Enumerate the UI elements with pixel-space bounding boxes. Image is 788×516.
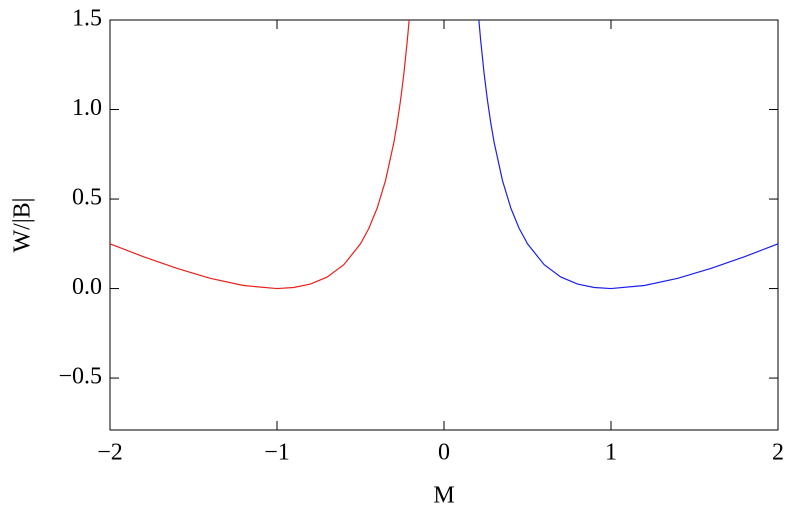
curve: [478, 20, 778, 290]
y-tick-label: 0.5: [72, 185, 102, 211]
y-tick-label: 1.0: [72, 95, 102, 121]
y-tick-label: 0.0: [72, 274, 102, 300]
y-axis-label: W/|B|: [10, 198, 36, 253]
curve: [110, 20, 410, 290]
y-tick-label: 1.5: [72, 6, 102, 32]
frame: [109, 19, 779, 431]
plot-area: [110, 20, 778, 290]
x-tick-label: 1: [605, 440, 617, 466]
x-tick-label: 2: [772, 440, 784, 466]
x-axis-label: M: [433, 483, 454, 509]
x-tick-label: −1: [264, 440, 290, 466]
x-tick-label: 0: [438, 440, 450, 466]
y-tick-label: −0.5: [58, 364, 102, 390]
x-tick-label: −2: [97, 440, 123, 466]
